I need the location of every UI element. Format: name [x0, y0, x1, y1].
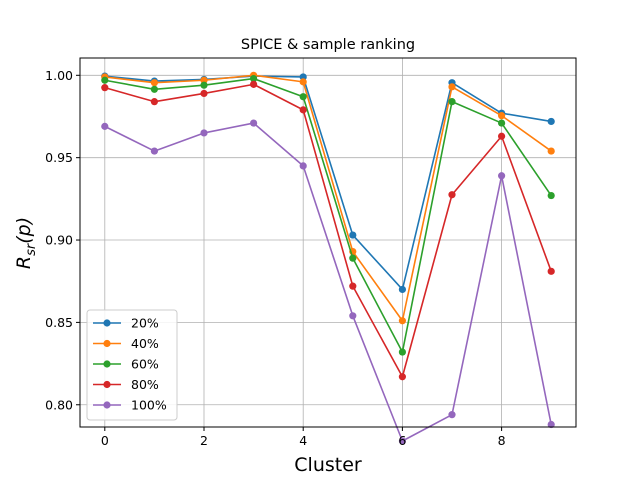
- legend-marker: [103, 339, 111, 348]
- data-point: [349, 231, 357, 239]
- x-tick-label: 8: [498, 433, 506, 448]
- data-point: [547, 117, 555, 126]
- legend-entry: 80%: [93, 377, 159, 392]
- y-axis-label-main: R: [13, 256, 35, 269]
- data-point: [150, 147, 158, 155]
- series-line: [104, 83, 552, 378]
- data-point: [101, 122, 109, 130]
- data-point: [299, 162, 307, 170]
- x-axis-label: Cluster: [294, 454, 362, 476]
- data-point: [547, 191, 555, 200]
- data-point: [200, 129, 208, 137]
- data-point: [349, 312, 357, 320]
- ticks-layer: 0 2 4 6 8 0.80 0.85 0.90 0.95 1.00: [45, 68, 505, 448]
- data-point: [498, 119, 506, 127]
- legend-label: 100%: [131, 398, 167, 413]
- series-layer: [101, 71, 555, 445]
- data-point: [299, 78, 307, 86]
- y-tick-label: 0.90: [45, 233, 73, 248]
- data-point: [349, 282, 357, 290]
- data-point: [547, 420, 555, 429]
- x-tick-label: 0: [101, 433, 109, 448]
- data-point: [299, 106, 307, 114]
- legend-entry: 100%: [93, 398, 167, 413]
- data-point: [349, 254, 357, 262]
- y-tick-label: 1.00: [45, 68, 73, 83]
- y-axis-label: Rsr(p): [13, 217, 39, 269]
- data-point: [448, 191, 456, 199]
- legend-box: [86, 309, 178, 421]
- data-point: [498, 112, 506, 120]
- data-point: [398, 373, 406, 381]
- chart-title: SPICE & sample ranking: [241, 37, 415, 53]
- y-tick-label: 0.95: [45, 150, 73, 165]
- data-point: [200, 89, 208, 98]
- y-axis-label-suffix: (p): [13, 217, 35, 244]
- y-tick-label: 0.85: [45, 315, 73, 330]
- data-point: [299, 73, 307, 81]
- legend-label: 80%: [131, 377, 159, 392]
- legend-label: 20%: [131, 316, 159, 331]
- data-point: [398, 285, 406, 294]
- x-tick-label: 6: [398, 433, 406, 448]
- legend-label: 60%: [131, 357, 159, 372]
- x-tick-label: 2: [200, 433, 208, 448]
- data-point: [200, 81, 208, 89]
- data-point: [150, 85, 158, 93]
- legend: 20% 40% 60% 80% 100%: [86, 309, 178, 421]
- data-point: [498, 172, 506, 180]
- data-point: [250, 74, 258, 83]
- series-4: [101, 119, 555, 445]
- plot-frame: [79, 57, 577, 428]
- series-line: [104, 77, 552, 353]
- legend-marker: [103, 401, 111, 409]
- data-point: [398, 437, 406, 445]
- y-axis-label-sub: sr: [24, 242, 39, 256]
- data-point: [448, 411, 456, 419]
- data-point: [101, 76, 109, 84]
- legend-marker: [103, 319, 111, 327]
- data-point: [448, 83, 456, 91]
- series-2: [101, 74, 555, 356]
- data-point: [547, 267, 555, 275]
- legend-entry: 60%: [93, 357, 159, 372]
- data-point: [101, 84, 109, 92]
- y-tick-label: 0.80: [45, 397, 73, 412]
- series-3: [101, 80, 555, 381]
- data-point: [150, 98, 158, 106]
- data-point: [398, 317, 406, 325]
- series-line: [104, 122, 552, 442]
- legend-entry: 40%: [93, 336, 159, 351]
- legend-marker: [103, 380, 111, 389]
- data-point: [250, 119, 258, 127]
- legend-label: 40%: [131, 336, 159, 351]
- data-point: [398, 348, 406, 356]
- data-point: [150, 79, 158, 87]
- legend-marker: [103, 360, 111, 368]
- data-point: [498, 132, 506, 140]
- data-point: [448, 98, 456, 106]
- data-point: [299, 93, 307, 101]
- data-point: [547, 147, 555, 155]
- legend-entry: 20%: [93, 316, 159, 331]
- series-line: [104, 75, 552, 291]
- x-tick-label: 4: [299, 433, 307, 448]
- series-0: [101, 72, 555, 294]
- data-point: [200, 76, 208, 84]
- series-line: [104, 74, 552, 322]
- data-point: [250, 80, 258, 88]
